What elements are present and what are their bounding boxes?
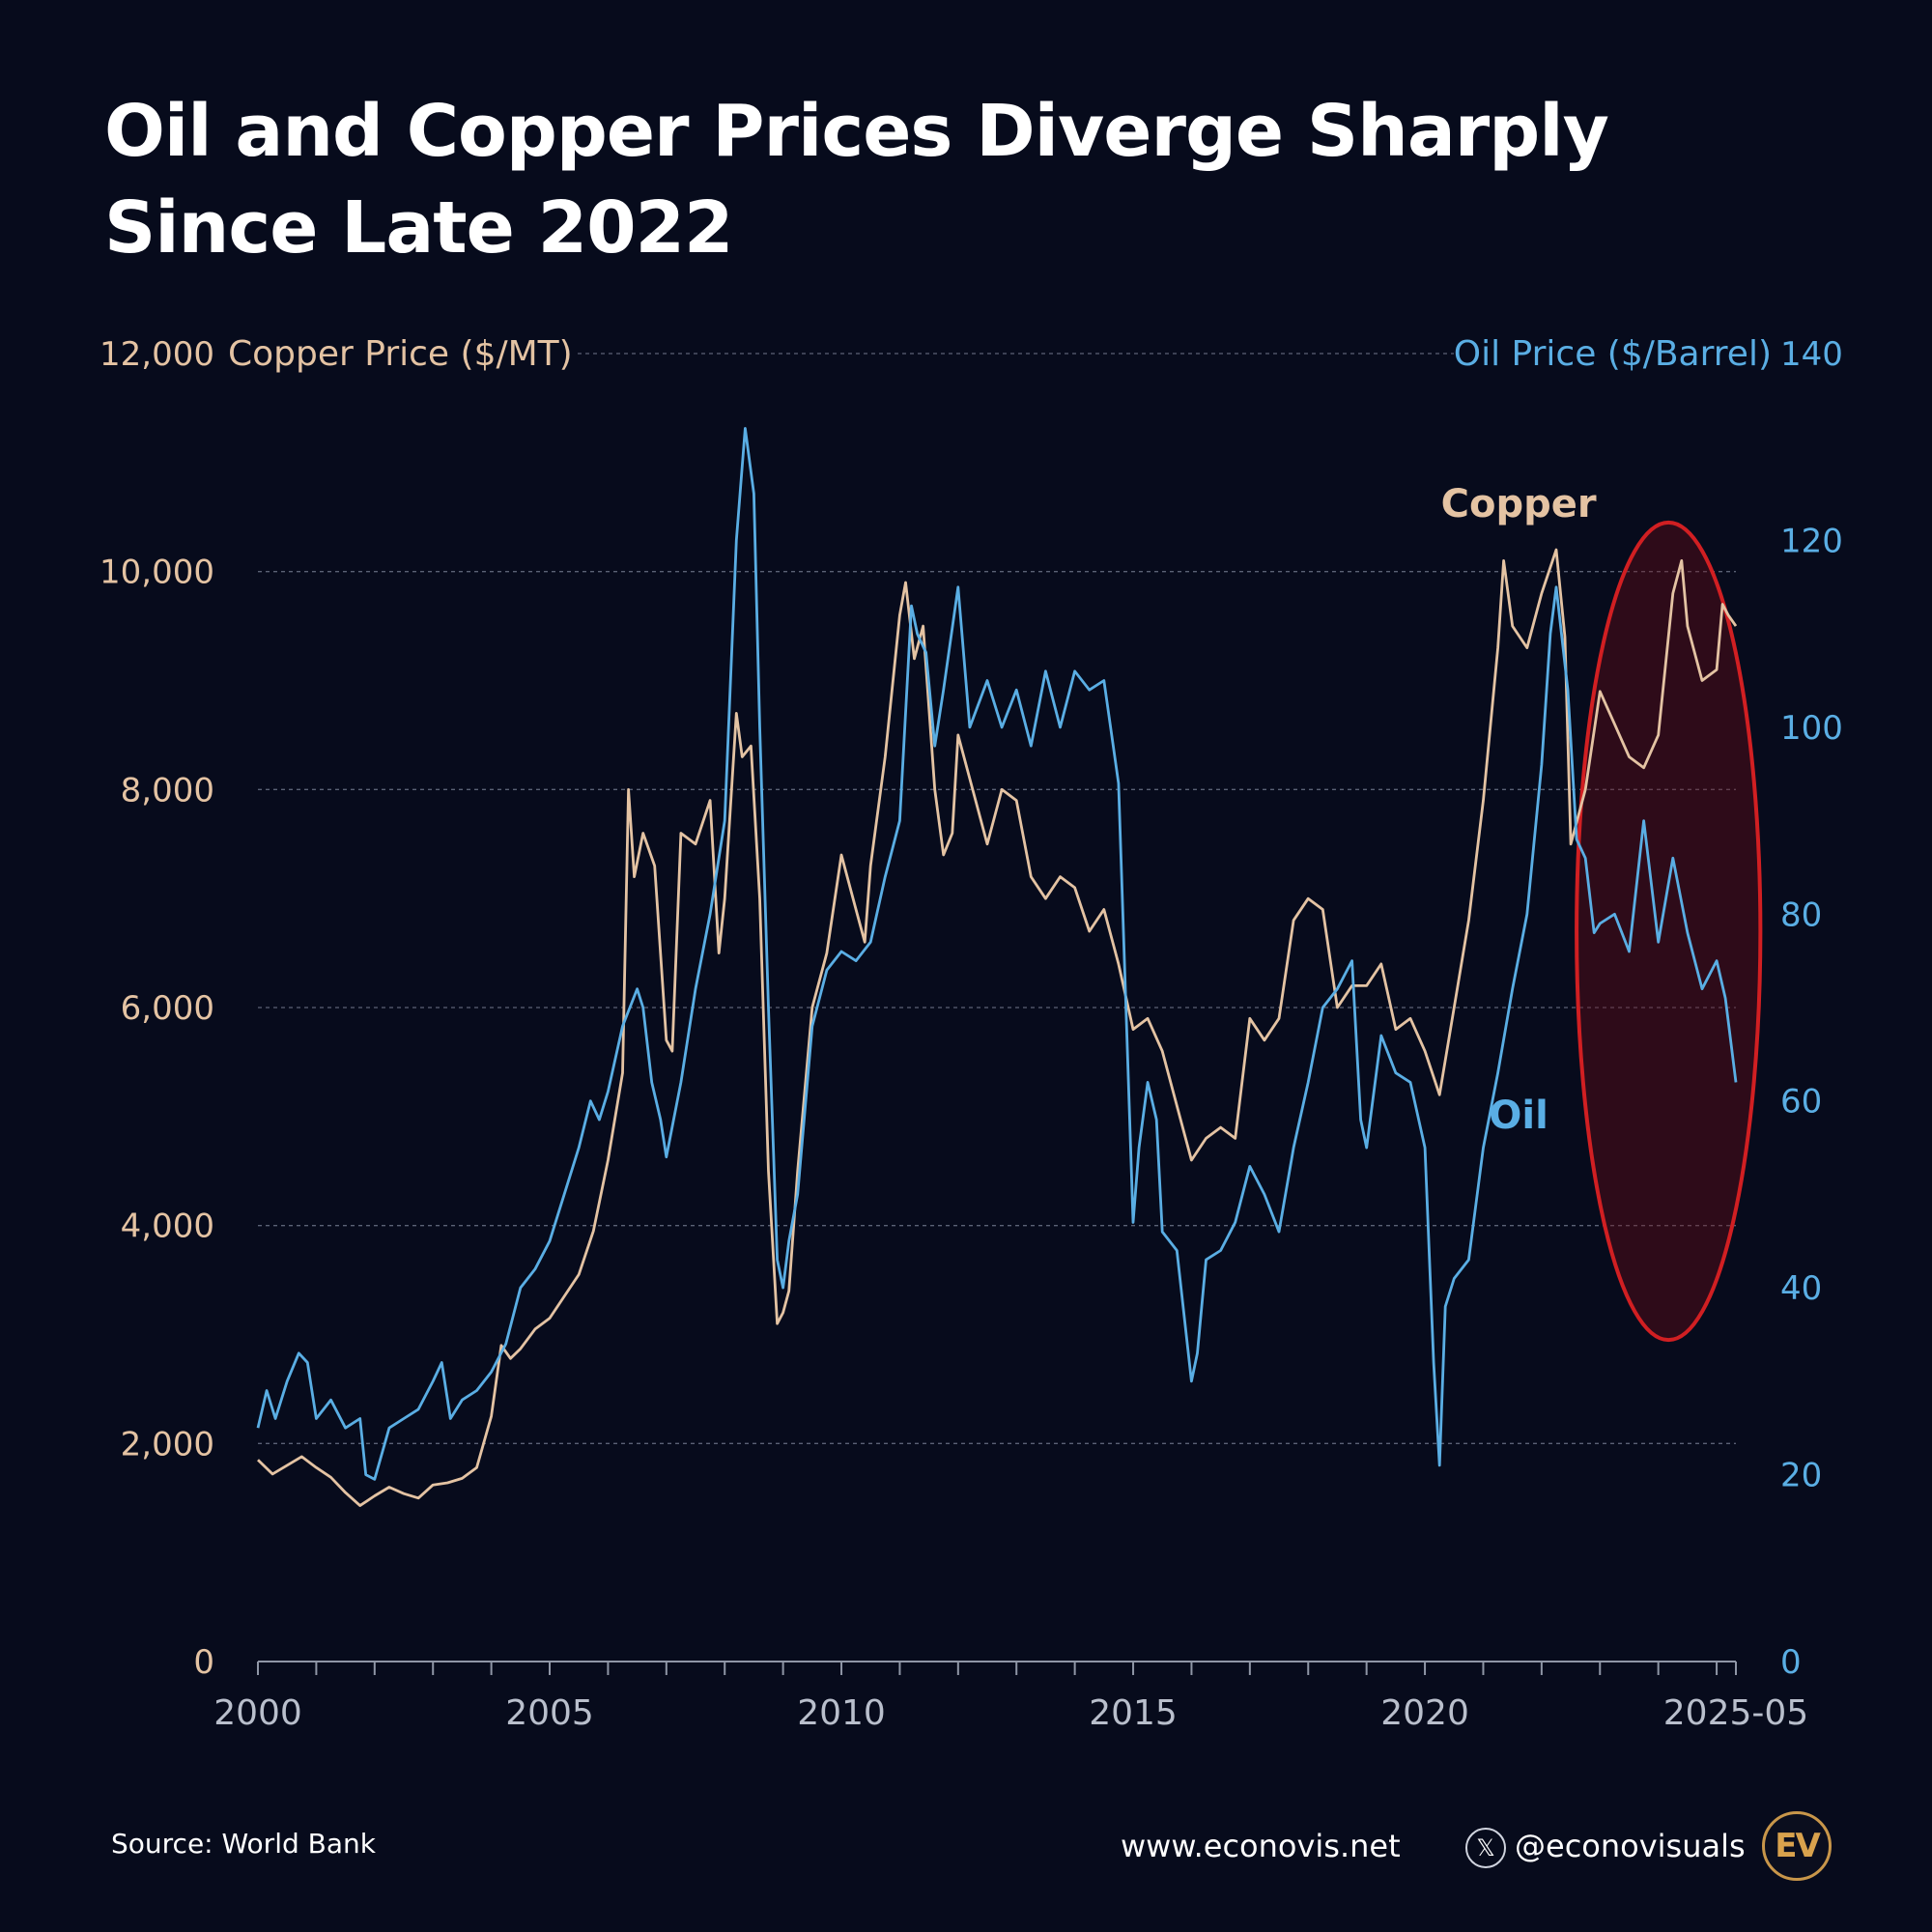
- source-note: Source: World Bank: [111, 1828, 376, 1860]
- oil-series-label: Oil: [1489, 1094, 1548, 1138]
- right-tick-label: 20: [1780, 1457, 1822, 1495]
- left-tick-label: 12,000: [99, 335, 214, 374]
- copper-series-line: [257, 548, 1738, 1507]
- website-link[interactable]: www.econovis.net: [1121, 1828, 1401, 1864]
- social-handle[interactable]: @econovisuals: [1515, 1828, 1746, 1864]
- right-tick-label: 140: [1780, 335, 1843, 374]
- title-line-2: Since Late 2022: [104, 186, 734, 270]
- right-tick-label: 80: [1780, 895, 1822, 934]
- right-axis-title: Oil Price ($/Barrel): [1454, 334, 1772, 374]
- copper-series-label: Copper: [1441, 482, 1597, 526]
- title-line-1: Oil and Copper Prices Diverge Sharply: [104, 90, 1609, 173]
- right-tick-label: 120: [1780, 522, 1843, 560]
- chart-title: Oil and Copper Prices Diverge Sharply Si…: [104, 83, 1747, 276]
- x-tick-label: 2005: [505, 1693, 594, 1733]
- x-tick-label: 2000: [213, 1693, 302, 1733]
- x-tick-label: 2010: [797, 1693, 886, 1733]
- right-tick-label: 0: [1780, 1643, 1802, 1682]
- x-tick-label: 2025-05: [1663, 1693, 1808, 1733]
- x-tick-label: 2020: [1380, 1693, 1469, 1733]
- econovis-logo: EV: [1762, 1811, 1832, 1881]
- left-tick-label: 2,000: [121, 1425, 214, 1463]
- left-tick-label: 4,000: [121, 1208, 214, 1246]
- left-tick-label: 8,000: [121, 771, 214, 810]
- left-tick-label: 0: [193, 1643, 214, 1682]
- right-tick-label: 100: [1780, 709, 1843, 748]
- left-tick-label: 10,000: [99, 554, 214, 592]
- oil-series-line: [256, 426, 1738, 1481]
- right-tick-label: 60: [1780, 1083, 1822, 1122]
- highlight-ellipse: [1575, 520, 1763, 1343]
- left-tick-label: 6,000: [121, 989, 214, 1028]
- right-tick-label: 40: [1780, 1269, 1822, 1308]
- x-tick-label: 2015: [1089, 1693, 1178, 1733]
- x-logo-icon: 𝕏: [1465, 1828, 1506, 1868]
- left-axis-title: Copper Price ($/MT): [228, 334, 573, 374]
